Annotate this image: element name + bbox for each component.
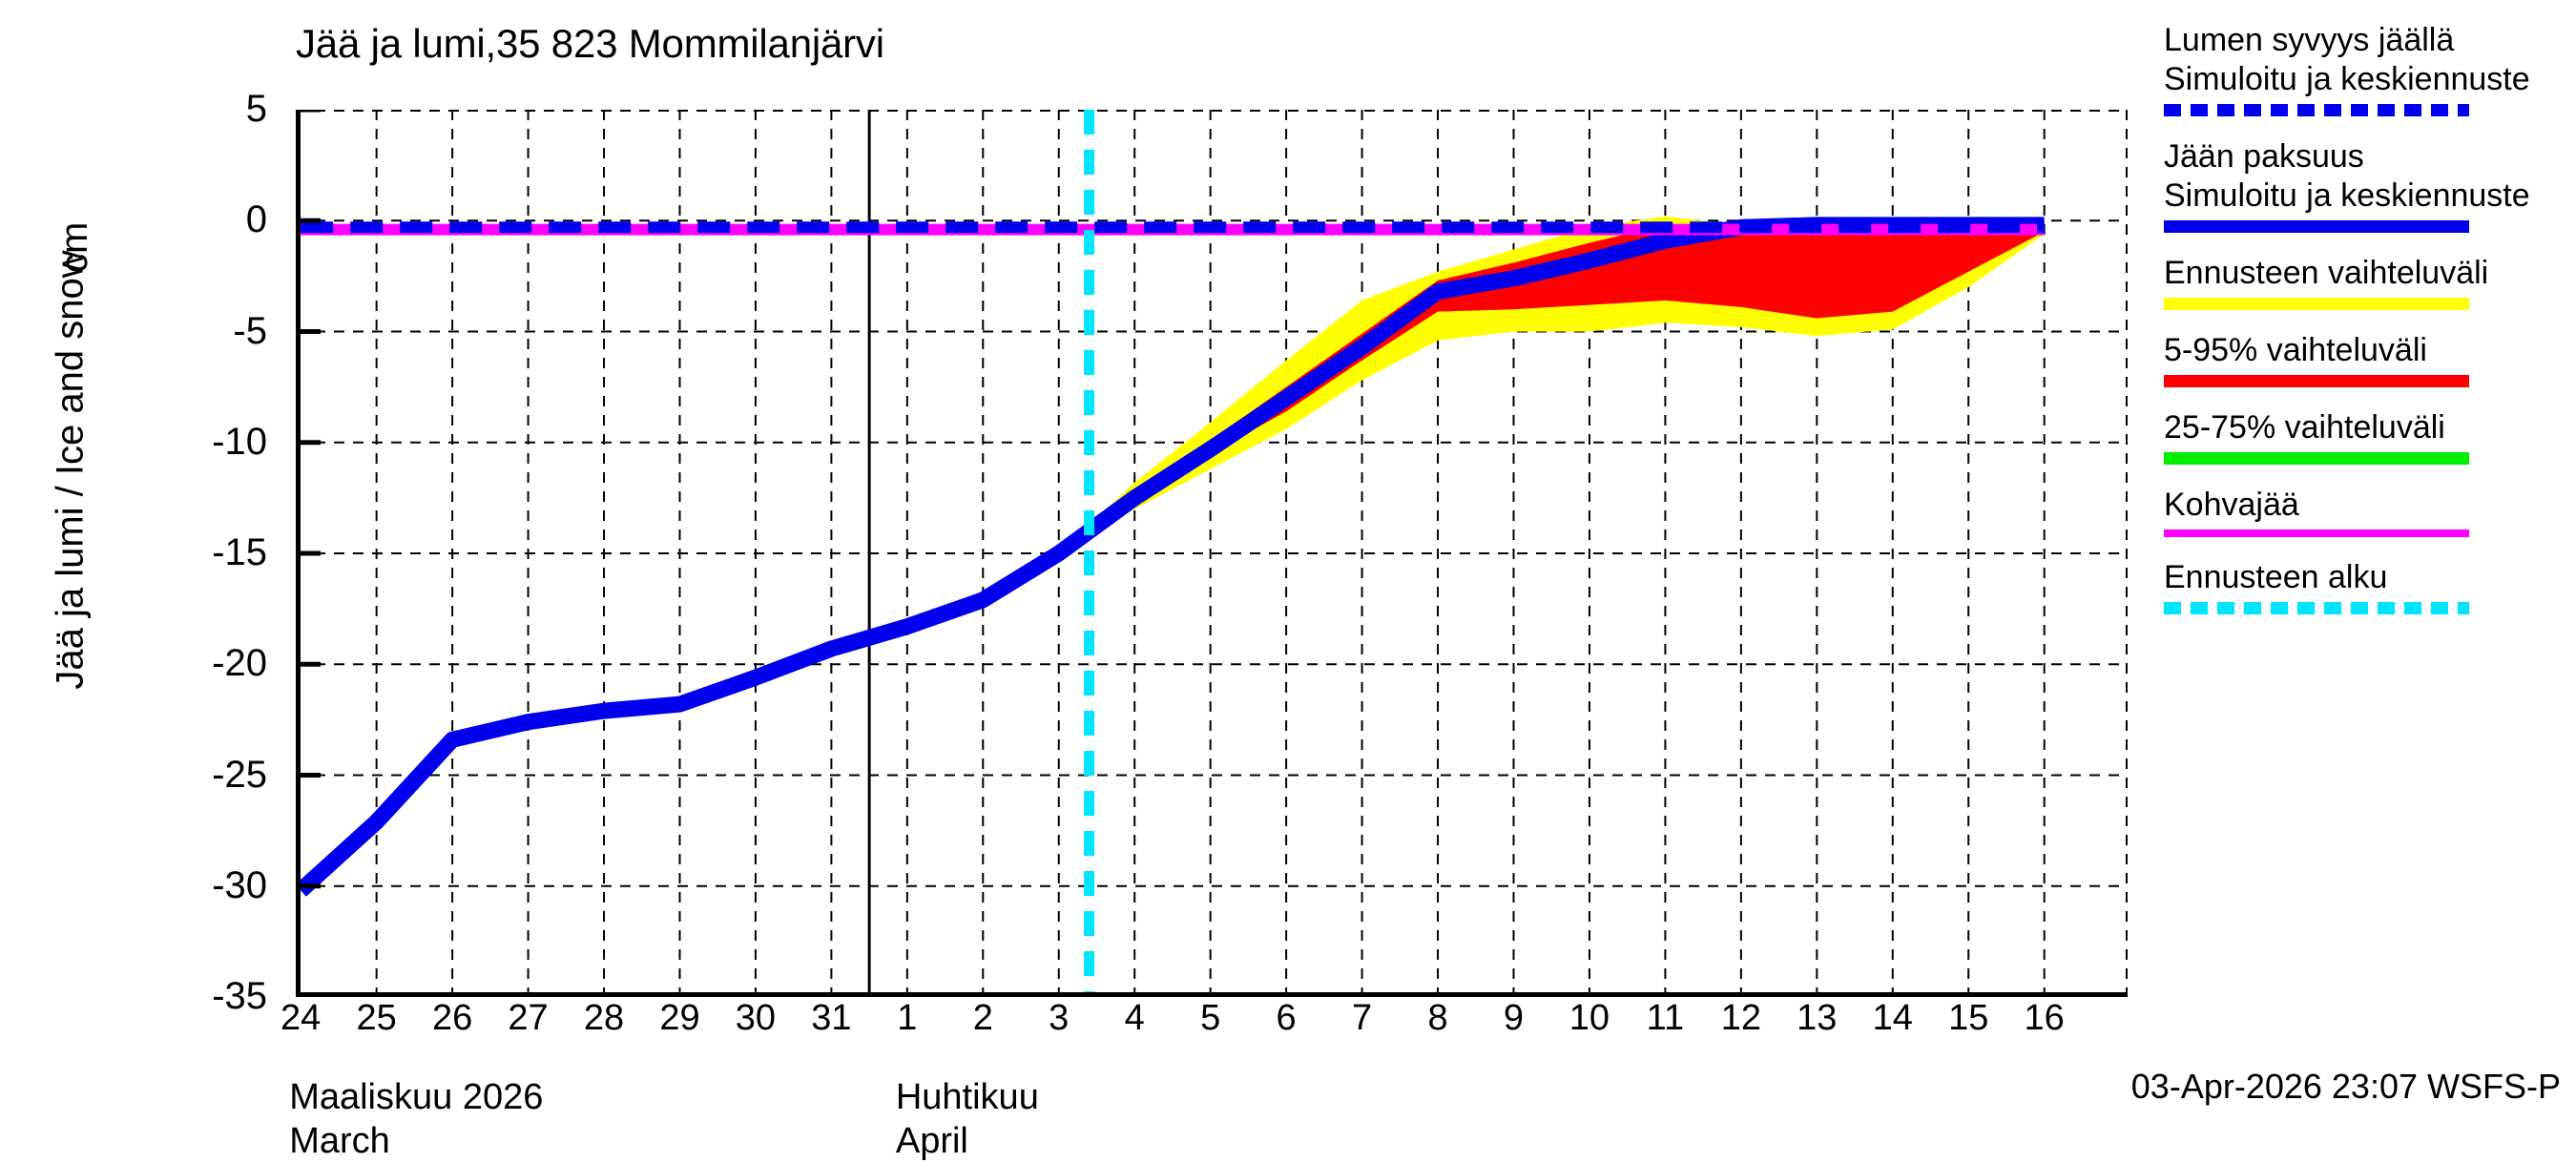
x-tick-label: 2 — [972, 998, 993, 1038]
month-label-en: April — [895, 1121, 968, 1161]
x-tick-label: 30 — [735, 998, 777, 1038]
legend-label-primary: Kohvajää — [2164, 487, 2299, 523]
legend-swatch-percentile-5-95 — [2164, 375, 2469, 387]
legend-swatch-percentile-25-75 — [2164, 452, 2469, 465]
y-tick-label: -5 — [233, 309, 267, 352]
legend-entry-percentile-5-95[interactable]: 5-95% vaihteluväli — [2164, 331, 2565, 387]
x-tick-label: 28 — [583, 998, 625, 1038]
x-tick-label: 13 — [1797, 998, 1838, 1038]
legend-entry-snow-depth-on-ice[interactable]: Lumen syvyys jäällä Simuloitu ja keskienn… — [2164, 21, 2565, 116]
legend-label-secondary: Simuloitu ja keskiennuste — [2164, 177, 2530, 214]
legend-swatch-forecast-start — [2164, 602, 2469, 614]
y-tick-label: -10 — [212, 420, 267, 463]
y-tick-label: 5 — [245, 88, 267, 130]
x-tick-label: 16 — [2024, 998, 2065, 1038]
legend-label-primary: 25-75% vaihteluväli — [2164, 409, 2445, 446]
legend-swatch-forecast-range — [2164, 298, 2469, 310]
legend-label-primary: Ennusteen alku — [2164, 559, 2388, 595]
month-label-en: March — [289, 1121, 390, 1161]
y-tick-label: -25 — [212, 753, 267, 796]
y-tick-label: 0 — [245, 198, 267, 241]
x-tick-label: 14 — [1872, 998, 1913, 1038]
legend-label-primary: Lumen syvyys jäällä — [2164, 22, 2455, 58]
x-tick-label: 11 — [1646, 998, 1685, 1038]
month-label-block: Maaliskuu 2026 March — [289, 1075, 543, 1163]
x-tick-label: 31 — [811, 998, 852, 1038]
x-tick-label: 9 — [1503, 998, 1525, 1038]
legend-swatch-slush-ice — [2164, 530, 2469, 537]
y-tick-label: -35 — [212, 975, 267, 1017]
y-axis-unit-label: cm — [53, 221, 95, 273]
legend-entry-slush-ice[interactable]: Kohvajää — [2164, 486, 2565, 537]
y-tick-label: -30 — [212, 863, 267, 906]
legend-entry-forecast-range[interactable]: Ennusteen vaihteluväli — [2164, 254, 2565, 310]
footer-timestamp: 03-Apr-2026 23:07 WSFS-P — [2130, 1067, 2561, 1106]
chart-legend: Lumen syvyys jäällä Simuloitu ja keskienn… — [2164, 21, 2565, 635]
x-tick-label: 26 — [431, 998, 473, 1038]
legend-entry-forecast-start[interactable]: Ennusteen alku — [2164, 558, 2565, 614]
legend-label-primary: Ennusteen vaihteluväli — [2164, 255, 2489, 291]
x-tick-label: 12 — [1720, 998, 1761, 1038]
month-label-fi: Huhtikuu — [895, 1077, 1039, 1117]
x-tick-label: 6 — [1276, 998, 1297, 1038]
legend-label-primary: Jään paksuus — [2164, 138, 2364, 175]
y-tick-label: -15 — [212, 531, 267, 573]
plot-area[interactable] — [296, 110, 2128, 997]
x-tick-label: 4 — [1124, 998, 1145, 1038]
x-tick-label: 7 — [1352, 998, 1373, 1038]
plot-frame — [296, 110, 2128, 997]
chart-title: Jää ja lumi,35 823 Mommilanjärvi — [296, 21, 884, 66]
x-tick-label: 5 — [1200, 998, 1221, 1038]
legend-label-secondary: Simuloitu ja keskiennuste — [2164, 61, 2530, 97]
x-tick-label: 27 — [508, 998, 549, 1038]
month-label-block: Huhtikuu April — [896, 1075, 1039, 1163]
x-tick-label: 8 — [1427, 998, 1448, 1038]
x-tick-label: 3 — [1049, 998, 1070, 1038]
legend-swatch-snow-depth-on-ice — [2164, 104, 2469, 116]
x-tick-label: 25 — [356, 998, 397, 1038]
legend-entry-ice-thickness[interactable]: Jään paksuus Simuloitu ja keskiennuste — [2164, 137, 2565, 233]
x-tick-label: 15 — [1948, 998, 1989, 1038]
chart-canvas — [296, 110, 2128, 997]
month-label-fi: Maaliskuu 2026 — [289, 1077, 544, 1117]
x-tick-label: 10 — [1568, 998, 1610, 1038]
legend-label-primary: 5-95% vaihteluväli — [2164, 332, 2427, 368]
x-tick-label: 24 — [280, 998, 322, 1038]
x-tick-label: 1 — [897, 998, 918, 1038]
legend-entry-percentile-25-75[interactable]: 25-75% vaihteluväli — [2164, 408, 2565, 465]
legend-swatch-ice-thickness — [2164, 220, 2469, 233]
x-tick-label: 29 — [659, 998, 700, 1038]
y-tick-label: -20 — [212, 642, 267, 685]
